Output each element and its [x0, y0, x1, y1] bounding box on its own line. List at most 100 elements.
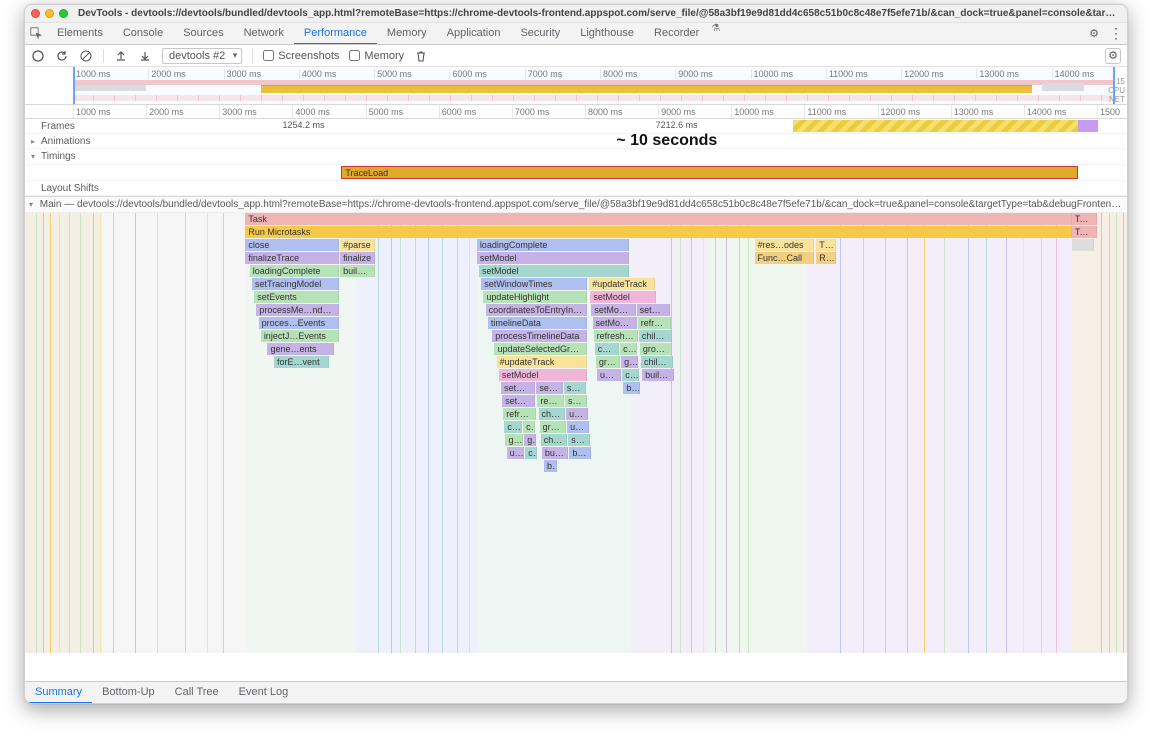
flame-bar[interactable]: close	[245, 239, 339, 251]
flame-bar[interactable]: bui…ed	[569, 447, 591, 459]
flame-bar[interactable]: children	[639, 330, 672, 342]
flame-bar[interactable]: updateSelectedGroup	[494, 343, 587, 355]
flame-bar[interactable]: forE…vent	[274, 356, 329, 368]
flame-bar[interactable]: Task	[1072, 226, 1097, 238]
trash-icon[interactable]	[414, 49, 428, 63]
capture-settings-icon[interactable]: ⚙	[1105, 48, 1121, 64]
flame-bar[interactable]: setWindowTimes	[481, 278, 587, 290]
flame-bar[interactable]	[1072, 239, 1094, 251]
zoom-icon[interactable]	[59, 9, 68, 18]
flame-bar[interactable]: setModel	[499, 369, 587, 381]
track-animations[interactable]: ▸Animations ~ 10 seconds	[25, 134, 1127, 149]
details-tab-bottom-up[interactable]: Bottom-Up	[92, 682, 165, 703]
screenshots-checkbox[interactable]: Screenshots	[263, 50, 339, 62]
flame-bar[interactable]: gro…des	[640, 343, 672, 355]
flame-bar[interactable]: set…on	[564, 382, 586, 394]
flame-bar[interactable]: T…	[816, 239, 836, 251]
flame-bar[interactable]: setM…nts	[637, 304, 670, 316]
flame-bar[interactable]: gro…es	[596, 356, 620, 368]
overview-minimap[interactable]: 1000 ms2000 ms3000 ms4000 ms5000 ms6000 …	[25, 67, 1127, 105]
flame-bar[interactable]: c…n	[622, 369, 639, 381]
flame-bar[interactable]: buil…ren	[642, 369, 674, 381]
upload-icon[interactable]	[114, 49, 128, 63]
flame-bar[interactable]: refr…Tree	[537, 395, 563, 407]
flame-bar[interactable]: finalizeTrace	[245, 252, 339, 264]
flame-bar[interactable]: buil…lls	[340, 265, 375, 277]
flame-bar[interactable]: b…	[544, 460, 557, 472]
flame-bar[interactable]: g…	[524, 434, 536, 446]
track-frames[interactable]: Frames 1254.2 ms 7212.6 ms	[25, 119, 1127, 134]
flame-bar[interactable]: children	[504, 421, 522, 433]
tab-elements[interactable]: Elements	[47, 23, 113, 44]
timeline-ruler[interactable]: 1000 ms2000 ms3000 ms4000 ms5000 ms6000 …	[25, 105, 1127, 119]
flame-chart[interactable]: ▾ Main — devtools://devtools/bundled/dev…	[25, 197, 1127, 681]
tab-performance[interactable]: Performance	[294, 23, 377, 44]
clear-icon[interactable]	[79, 49, 93, 63]
flame-bar[interactable]: gene…ents	[267, 343, 333, 355]
flame-bar[interactable]: c…	[525, 447, 537, 459]
traffic-lights[interactable]	[31, 9, 68, 18]
flame-bar[interactable]: finalize	[340, 252, 375, 264]
flame-bar[interactable]: setMo…vents	[501, 382, 535, 394]
flame-bar[interactable]: children	[539, 408, 565, 420]
details-tab-event-log[interactable]: Event Log	[229, 682, 299, 703]
inspect-icon[interactable]	[25, 23, 47, 44]
tab-application[interactable]: Application	[437, 23, 511, 44]
flame-bar[interactable]: setEvents	[254, 291, 339, 303]
flame-bar[interactable]: children	[595, 343, 619, 355]
flame-bar[interactable]: R…	[816, 252, 836, 264]
flame-bar[interactable]: c…	[523, 421, 535, 433]
flame-bar[interactable]: Task	[1072, 213, 1097, 225]
flame-bar[interactable]: setModel	[590, 291, 656, 303]
flame-bar[interactable]: updateHighlight	[483, 291, 587, 303]
tab-lighthouse[interactable]: Lighthouse	[570, 23, 644, 44]
flame-bar[interactable]: coordinatesToEntryIndex	[486, 304, 587, 316]
flame-bar[interactable]: c…n	[620, 343, 637, 355]
flame-bar[interactable]: ung…es	[597, 369, 621, 381]
record-icon[interactable]	[31, 49, 45, 63]
reload-icon[interactable]	[55, 49, 69, 63]
flame-bar[interactable]: setTracingModel	[252, 278, 339, 290]
tab-memory[interactable]: Memory	[377, 23, 437, 44]
flame-bar[interactable]: sta…ge	[568, 434, 590, 446]
track-timings[interactable]: ▾Timings	[25, 149, 1127, 165]
flame-bar[interactable]: refr…Tree	[638, 317, 671, 329]
minimize-icon[interactable]	[45, 9, 54, 18]
flame-bar[interactable]: ung…es	[507, 447, 525, 459]
recording-select[interactable]: devtools #2	[162, 48, 242, 64]
flame-bar[interactable]: loadingComplete	[477, 239, 629, 251]
tab-console[interactable]: Console	[113, 23, 173, 44]
flame-bar[interactable]: refreshTree	[503, 408, 536, 420]
flame-bar[interactable]: #parse	[340, 239, 375, 251]
tab-recorder[interactable]: Recorder	[644, 23, 709, 44]
close-icon[interactable]	[31, 9, 40, 18]
flame-bar[interactable]: setMod…vents	[591, 304, 635, 316]
flame-bar[interactable]: processMe…ndThreads	[256, 304, 339, 316]
more-icon[interactable]: ⋮	[1105, 23, 1127, 44]
flame-bar[interactable]: setModel	[477, 252, 629, 264]
flame-bar[interactable]: up…ow	[566, 408, 588, 420]
flame-bar[interactable]: g…s	[621, 356, 638, 368]
flame-bar[interactable]: Func…Call	[755, 252, 815, 264]
flame-bar[interactable]: #updateTrack	[497, 356, 587, 368]
details-tab-summary[interactable]: Summary	[25, 682, 92, 703]
track-layout-shifts[interactable]: Layout Shifts	[25, 181, 1127, 196]
flame-bar[interactable]: children	[541, 434, 567, 446]
flame-bar[interactable]: timelineData	[488, 317, 587, 329]
tab-sources[interactable]: Sources	[173, 23, 233, 44]
flame-bar[interactable]: Run Microtasks	[245, 226, 1072, 238]
flame-bar[interactable]: refreshTree	[594, 330, 638, 342]
flame-bar[interactable]: setMo…vents	[502, 395, 535, 407]
flame-bar[interactable]: Task	[245, 213, 1072, 225]
flame-bar[interactable]: upd…ts	[567, 421, 589, 433]
flame-bar[interactable]: sc…ow	[565, 395, 587, 407]
tab-network[interactable]: Network	[234, 23, 294, 44]
flame-bar[interactable]: setMod…vents	[593, 317, 637, 329]
flame-bar[interactable]: b…n	[623, 382, 640, 394]
settings-gear-icon[interactable]: ⚙	[1083, 23, 1105, 44]
memory-checkbox[interactable]: Memory	[349, 50, 404, 62]
timing-traceload[interactable]: TraceLoad	[341, 166, 1078, 179]
flame-bar[interactable]: setM…nts	[536, 382, 562, 394]
details-tab-call-tree[interactable]: Call Tree	[165, 682, 229, 703]
flame-bar[interactable]: loadingComplete	[250, 265, 339, 277]
